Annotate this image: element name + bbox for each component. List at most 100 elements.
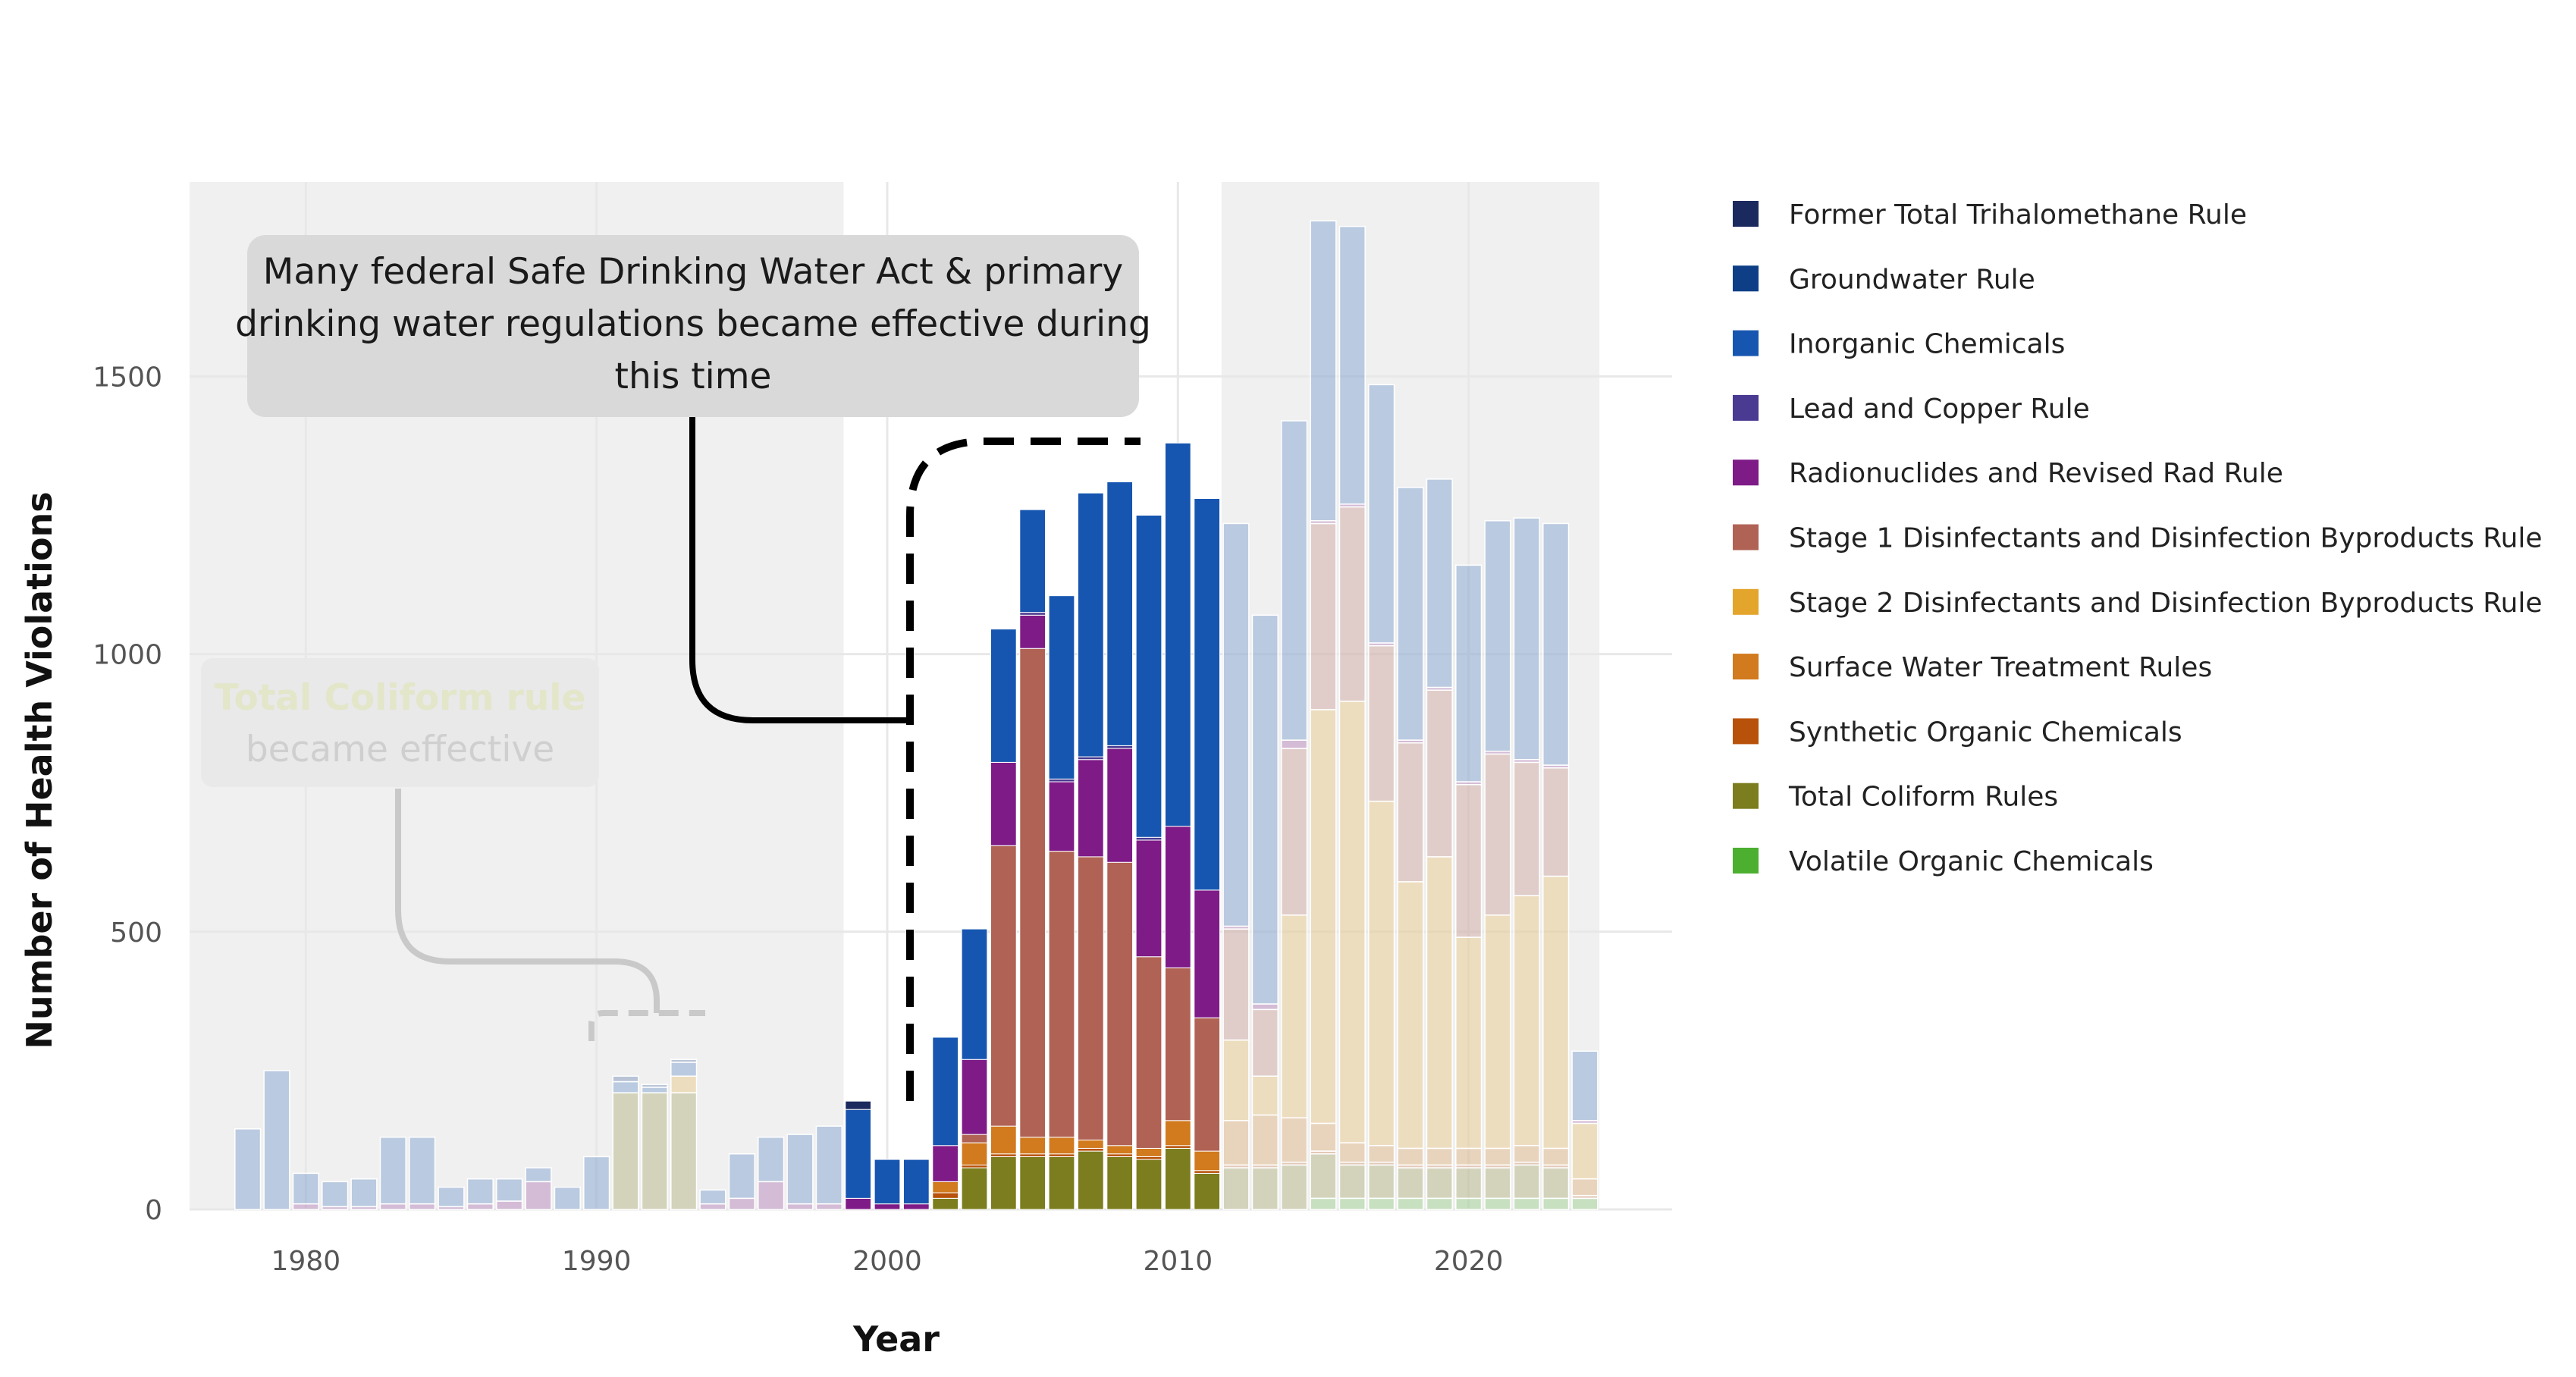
bar-2020-series-3 xyxy=(1455,1147,1483,1166)
bar-2021-series-5 xyxy=(1484,753,1511,916)
bar-2018-series-1 xyxy=(1397,1167,1424,1200)
bar-1979-series-8 xyxy=(263,1070,290,1210)
bar-2024-series-3 xyxy=(1571,1178,1599,1197)
bar-2001-series-6 xyxy=(902,1203,930,1210)
axes: 0 500 1000 1500 1980 1990 2000 2010 2020 xyxy=(93,362,1503,1277)
bar-2012-series-1 xyxy=(1222,1167,1250,1210)
bar-2019-series-3 xyxy=(1426,1147,1453,1166)
bar-2003-series-8 xyxy=(961,928,988,1060)
legend-swatch-9 xyxy=(1733,265,1759,292)
bar-2005-series-3 xyxy=(1019,1137,1046,1155)
bar-1990-series-8 xyxy=(583,1156,610,1210)
bar-2006-series-6 xyxy=(1048,781,1075,852)
bar-2020-series-1 xyxy=(1455,1167,1483,1200)
bar-2004-series-1 xyxy=(990,1156,1017,1210)
legend-swatch-0 xyxy=(1733,848,1759,874)
legend-swatch-3 xyxy=(1733,654,1759,680)
bar-2018-series-3 xyxy=(1397,1147,1424,1166)
bar-2006-series-8 xyxy=(1048,595,1075,779)
bar-1981-series-8 xyxy=(322,1181,349,1208)
bar-2000-series-6 xyxy=(874,1203,901,1210)
legend-label-10: Former Total Trihalomethane Rule xyxy=(1789,199,2247,231)
bar-2014-series-4 xyxy=(1281,914,1308,1118)
bars xyxy=(234,220,1599,1210)
legend-swatch-8 xyxy=(1733,330,1759,356)
bar-1992-series-1 xyxy=(641,1092,668,1210)
bar-2007-series-7 xyxy=(1077,756,1104,761)
bar-1991-series-9 xyxy=(612,1075,639,1083)
sdwa-annotation-line-1: drinking water regulations became effect… xyxy=(235,303,1151,345)
bar-2013-series-5 xyxy=(1251,1008,1279,1077)
bar-2003-series-2 xyxy=(961,1164,988,1168)
bar-2016-series-4 xyxy=(1338,701,1366,1143)
legend-swatch-2 xyxy=(1733,718,1759,745)
bar-2022-series-5 xyxy=(1513,761,1540,896)
bar-2020-series-5 xyxy=(1455,783,1483,938)
bar-1978-series-8 xyxy=(234,1128,262,1210)
bar-2013-series-1 xyxy=(1251,1167,1279,1210)
shaded-period-1 xyxy=(1221,182,1600,1209)
bar-2008-series-6 xyxy=(1106,748,1134,863)
bar-2023-series-4 xyxy=(1542,875,1570,1150)
legend-label-6: Radionuclides and Revised Rad Rule xyxy=(1789,458,2283,489)
bar-2003-series-3 xyxy=(961,1142,988,1165)
legend-label-3: Surface Water Treatment Rules xyxy=(1789,652,2212,683)
bar-2011-series-8 xyxy=(1194,497,1221,891)
bar-2002-series-3 xyxy=(932,1181,959,1194)
bar-1994-series-8 xyxy=(699,1189,726,1205)
bar-1998-series-6 xyxy=(815,1203,842,1210)
bar-2008-series-7 xyxy=(1106,745,1134,749)
legend-swatch-1 xyxy=(1733,783,1759,809)
legend-swatch-7 xyxy=(1733,394,1759,421)
bar-1993-series-8 xyxy=(670,1062,698,1077)
bar-2004-series-5 xyxy=(990,845,1017,1127)
x-tick-label-4: 2020 xyxy=(1434,1246,1504,1277)
bar-2011-series-3 xyxy=(1194,1150,1221,1172)
bar-2006-series-3 xyxy=(1048,1137,1075,1155)
bar-2017-series-4 xyxy=(1368,800,1395,1146)
bar-2002-series-8 xyxy=(932,1037,959,1146)
bar-1987-series-6 xyxy=(496,1200,523,1210)
bar-2014-series-5 xyxy=(1281,748,1308,916)
bar-2014-series-8 xyxy=(1281,420,1308,741)
legend-label-4: Stage 2 Disinfectants and Disinfection B… xyxy=(1789,588,2543,619)
bar-2001-series-8 xyxy=(902,1159,930,1205)
bar-1991-series-8 xyxy=(612,1081,639,1093)
tcr-connector-line xyxy=(395,789,660,1013)
bar-2010-series-2 xyxy=(1164,1145,1191,1149)
bar-2007-series-2 xyxy=(1077,1147,1104,1152)
bar-1992-series-8 xyxy=(641,1087,668,1093)
legend-label-5: Stage 1 Disinfectants and Disinfection B… xyxy=(1789,523,2543,554)
tcr-annotation-line-1: became effective xyxy=(246,729,554,770)
legend: Former Total Trihalomethane Rule Groundwa… xyxy=(1733,199,2543,877)
bar-2015-series-8 xyxy=(1310,220,1337,522)
bar-2002-series-6 xyxy=(932,1145,959,1182)
legend-label-8: Inorganic Chemicals xyxy=(1789,329,2065,360)
bar-1993-series-1 xyxy=(670,1092,698,1210)
bar-2013-series-4 xyxy=(1251,1075,1279,1116)
bar-1999-series-8 xyxy=(845,1109,872,1199)
tcr-annotation-box xyxy=(201,658,599,787)
bar-2019-series-0 xyxy=(1426,1197,1453,1210)
bar-2020-series-8 xyxy=(1455,564,1483,783)
bar-2002-series-2 xyxy=(932,1192,959,1199)
bar-2021-series-3 xyxy=(1484,1147,1511,1166)
bar-2024-series-4 xyxy=(1571,1122,1599,1180)
bar-2013-series-3 xyxy=(1251,1114,1279,1166)
bar-2023-series-0 xyxy=(1542,1197,1570,1210)
bar-1980-series-6 xyxy=(292,1203,319,1210)
bar-2010-series-6 xyxy=(1164,826,1191,968)
bar-2011-series-2 xyxy=(1194,1170,1221,1174)
bar-1980-series-8 xyxy=(292,1172,319,1205)
bar-2018-series-5 xyxy=(1397,742,1424,883)
bar-1985-series-8 xyxy=(438,1186,465,1208)
bar-2016-series-1 xyxy=(1338,1164,1366,1200)
bar-2012-series-5 xyxy=(1222,928,1250,1041)
bar-1994-series-6 xyxy=(699,1203,726,1210)
bar-2005-series-2 xyxy=(1019,1153,1046,1157)
bar-2008-series-1 xyxy=(1106,1156,1134,1210)
bar-2022-series-8 xyxy=(1513,517,1540,761)
legend-label-0: Volatile Organic Chemicals xyxy=(1789,846,2154,877)
